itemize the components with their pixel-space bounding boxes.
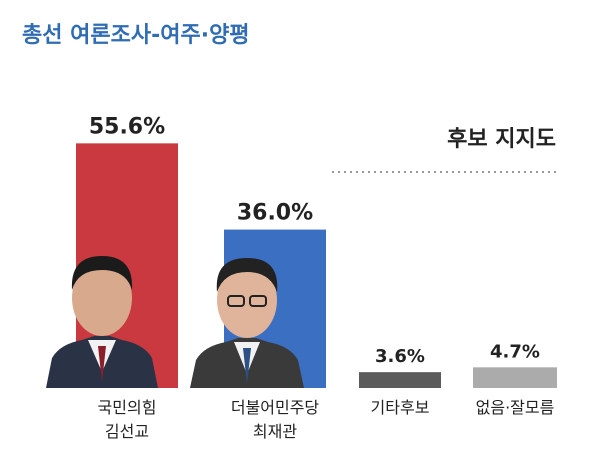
category-label: 없음·잘모름: [475, 398, 555, 417]
value-label: 3.6%: [375, 346, 425, 367]
candidate-photo: [46, 256, 158, 388]
chart-subtitle: 후보 지지도: [447, 127, 556, 152]
category-label: 기타후보: [370, 398, 430, 417]
bar: [359, 372, 441, 388]
chart-title: 총선 여론조사-여주·양평: [22, 23, 250, 48]
value-label: 4.7%: [490, 341, 540, 362]
value-label: 36.0%: [237, 201, 313, 226]
value-label: 55.6%: [89, 114, 165, 139]
bars: [76, 143, 557, 388]
candidate-photo: [190, 258, 304, 388]
bar: [473, 367, 557, 388]
category-label: 국민의힘 김선교: [97, 398, 157, 441]
category-label: 더불어민주당 최재관: [230, 398, 320, 441]
